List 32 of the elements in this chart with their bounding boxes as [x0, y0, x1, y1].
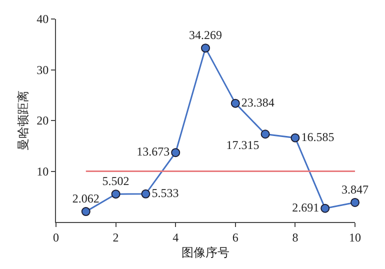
data-label: 34.269	[189, 28, 222, 42]
data-label: 2.691	[292, 200, 320, 214]
data-label: 5.502	[102, 174, 130, 188]
x-tick-label: 6	[232, 230, 238, 244]
x-tick-label: 8	[292, 230, 298, 244]
data-label: 17.315	[226, 138, 260, 152]
data-label: 16.585	[301, 130, 334, 144]
x-tick-label: 4	[172, 230, 179, 244]
y-axis-title: 曼哈顿距离	[16, 90, 30, 150]
x-axis-title: 图像序号	[182, 245, 230, 260]
point	[230, 98, 240, 108]
data-label: 2.062	[72, 192, 100, 206]
point	[290, 133, 300, 142]
x-tick-label: 2	[112, 230, 119, 244]
y-tick-label: 10	[36, 164, 49, 178]
point	[141, 189, 150, 198]
point	[111, 190, 120, 199]
point	[81, 207, 90, 216]
y-tick-label: 30	[36, 62, 49, 77]
x-tick-label: 10	[349, 230, 361, 244]
y-tick-label: 40	[36, 12, 49, 26]
point	[320, 204, 330, 213]
data-label: 3.847	[342, 182, 368, 196]
point	[201, 44, 210, 53]
x-tick-label: 0	[53, 230, 59, 244]
point	[260, 130, 270, 139]
data-label: 13.673	[136, 144, 170, 159]
y-tick-label: 20	[36, 114, 49, 128]
data-label: 5.533	[152, 186, 179, 200]
data-label: 23.384	[241, 95, 274, 110]
point	[171, 148, 180, 158]
point	[350, 198, 360, 207]
